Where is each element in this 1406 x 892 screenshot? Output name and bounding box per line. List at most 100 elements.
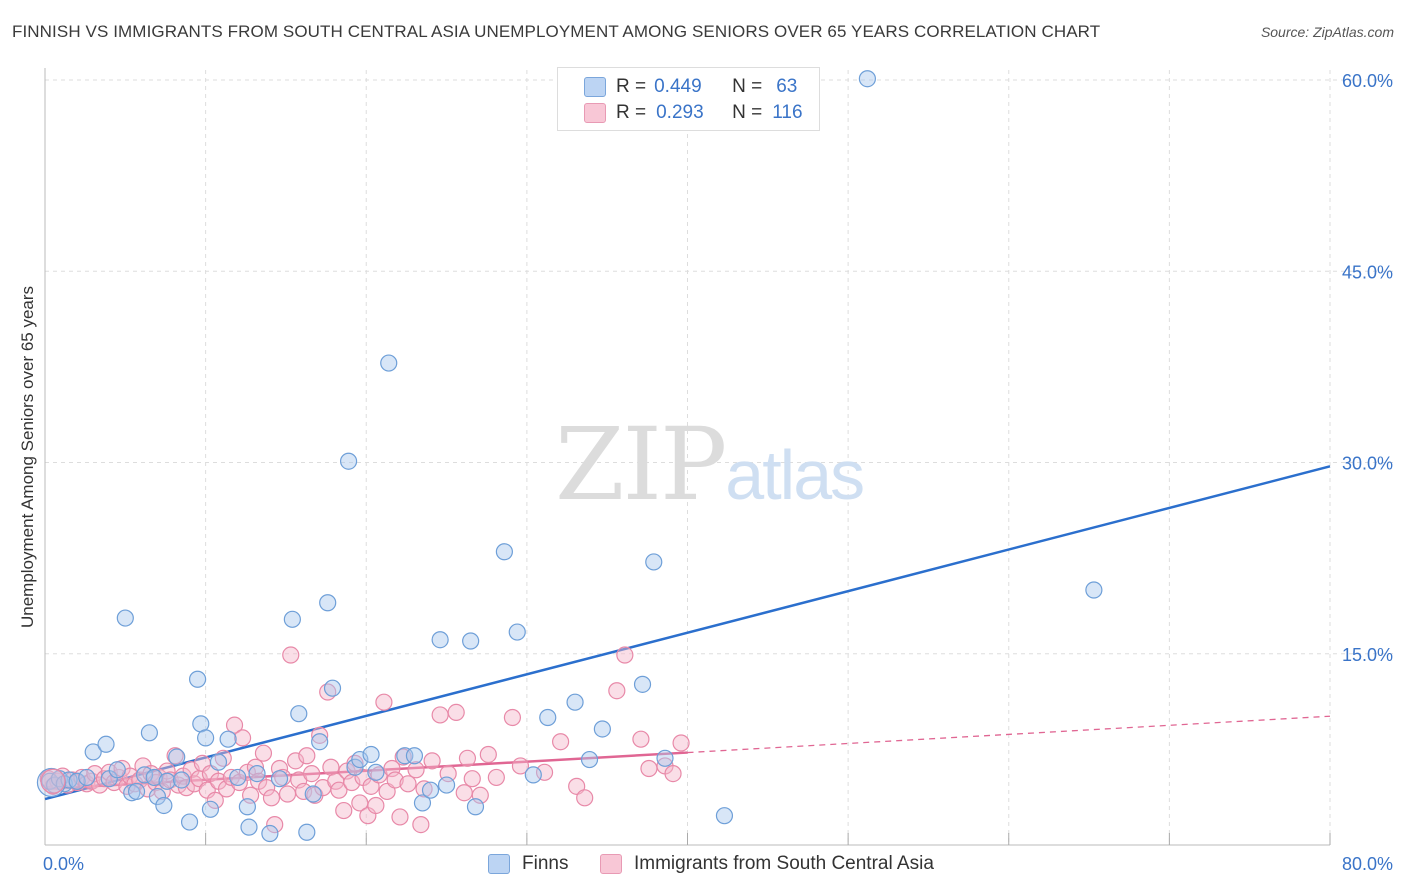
finns-point	[715, 807, 734, 825]
finns-point	[240, 818, 258, 836]
immigrants-point	[399, 775, 417, 793]
watermark: ZIPatlas	[555, 406, 865, 523]
immigrants-point	[246, 758, 265, 776]
finns-point	[431, 631, 449, 649]
immigrants-point	[640, 759, 658, 778]
finns-point	[437, 776, 456, 794]
finns-trend-line	[44, 465, 1331, 801]
immigrants-point	[254, 744, 273, 762]
y-tick-label: 60.0%	[1342, 71, 1393, 91]
finns-point	[188, 670, 207, 688]
finns-point	[261, 824, 279, 843]
finns-point	[462, 632, 480, 650]
finns-point	[97, 735, 115, 753]
finns-point	[168, 748, 186, 766]
axes	[44, 68, 1331, 846]
correlation-legend: R = 0.449 N = 63 R = 0.293 N = 116	[557, 67, 820, 131]
immigrants-point	[407, 761, 425, 779]
finns-point	[396, 747, 414, 765]
finns-point	[140, 724, 159, 742]
immigrants-point	[664, 764, 682, 783]
finns-legend-label: Finns	[522, 853, 569, 874]
y-tick-label: 15.0%	[1342, 645, 1393, 665]
immigrants-point	[511, 757, 530, 775]
y-tick-label: 45.0%	[1342, 262, 1393, 282]
finns-n-value: 63	[776, 76, 798, 97]
finns-point	[495, 543, 513, 561]
watermark-zip: ZIP	[555, 406, 727, 523]
chart-title: FINNISH VS IMMIGRANTS FROM SOUTH CENTRAL…	[12, 22, 1101, 41]
finns-point	[566, 693, 584, 711]
immigrants-point	[367, 796, 385, 815]
finns-point	[421, 781, 440, 799]
immigrants-point	[266, 815, 284, 834]
finns-point	[656, 749, 674, 767]
finns-r-value: 0.449	[654, 76, 702, 97]
immigrants-point	[479, 745, 497, 764]
immigrants-point	[632, 730, 650, 748]
immigrants-point	[233, 729, 252, 747]
finns-point	[362, 745, 380, 764]
finns-point	[135, 766, 154, 784]
finns-point	[219, 730, 237, 748]
finns-point	[298, 823, 316, 841]
immigrants-point	[576, 789, 594, 807]
immigrants-point	[503, 708, 522, 727]
immigrants-point	[391, 808, 409, 826]
watermark-atlas: atlas	[725, 436, 865, 514]
immigrants-legend-label: Immigrants from South Central Asia	[634, 853, 934, 874]
finns-n-label: N =	[732, 76, 763, 97]
immigrants-point	[423, 752, 441, 770]
immigrants-point	[431, 706, 449, 724]
finns-point	[466, 798, 485, 816]
finns-point	[290, 705, 308, 723]
finns-point	[155, 796, 173, 815]
immigrants-point	[335, 801, 353, 820]
bottom-legend-immigrants: Immigrants from South Central Asia	[600, 852, 934, 876]
immigrants-trend-extension	[687, 715, 1331, 754]
finns-point	[68, 772, 86, 790]
immigrants-point	[447, 703, 465, 722]
finns-point	[413, 794, 432, 812]
immigrants-r-value: 0.293	[656, 102, 704, 123]
immigrants-point	[270, 759, 289, 778]
finns-point	[127, 782, 146, 801]
finns-point	[858, 70, 877, 88]
immigrants-point	[225, 716, 244, 734]
immigrants-point	[278, 785, 297, 803]
finns-point	[311, 733, 329, 751]
finns-swatch	[584, 77, 606, 97]
immigrants-swatch	[584, 103, 606, 123]
immigrants-point	[455, 784, 473, 802]
source-credit: Source: ZipAtlas.com	[1260, 24, 1394, 40]
immigrants-point	[330, 781, 348, 799]
finns-point	[539, 708, 557, 727]
finns-point	[158, 772, 176, 790]
immigrants-point	[535, 763, 554, 781]
finns-legend-swatch	[488, 854, 510, 874]
bottom-legend-finns: Finns	[488, 852, 568, 876]
immigrants-point	[286, 752, 305, 770]
immigrants-point	[311, 726, 329, 744]
finns-point	[148, 787, 167, 806]
finns-point	[229, 768, 247, 787]
finns-point	[197, 729, 215, 747]
immigrants-point	[672, 734, 690, 752]
tick-labels: 15.0% 30.0% 45.0% 60.0% 0.0% 80.0%	[43, 71, 1393, 874]
finns-point	[283, 610, 301, 628]
finns-point	[108, 761, 126, 779]
y-axis-label: Unemployment Among Seniors over 65 years	[18, 285, 37, 629]
finns-point	[524, 766, 542, 784]
finns-point	[238, 798, 256, 816]
immigrants-point	[295, 782, 313, 801]
immigrants-point	[40, 768, 66, 794]
finns-point	[84, 743, 102, 761]
immigrants-point	[298, 747, 316, 765]
finns-point	[380, 354, 398, 372]
finns-point	[580, 750, 599, 769]
finns-point	[1085, 581, 1103, 599]
immigrants-point	[282, 646, 300, 664]
x-tick-label-min: 0.0%	[43, 854, 84, 874]
finns-point	[323, 679, 342, 697]
